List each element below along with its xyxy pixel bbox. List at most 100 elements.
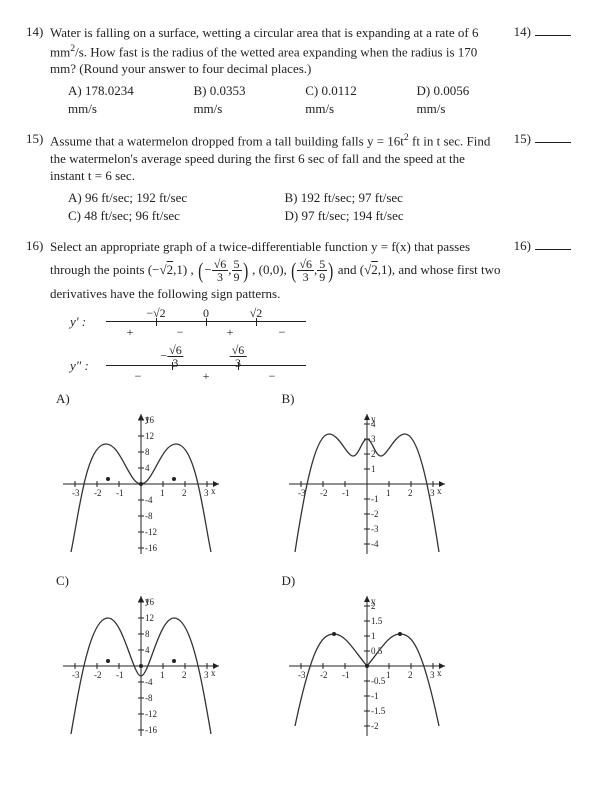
q16-mark-num: 16) <box>514 238 531 253</box>
svg-text:-1.5: -1.5 <box>371 706 386 716</box>
q15-mark: 15) <box>514 131 571 147</box>
svg-text:4: 4 <box>371 419 376 429</box>
svg-text:3: 3 <box>204 670 209 680</box>
svg-text:-8: -8 <box>145 511 153 521</box>
question-16: 16) Select an appropriate graph of a twi… <box>30 238 571 751</box>
q14-mark: 14) <box>514 24 571 40</box>
svg-text:3: 3 <box>371 434 376 444</box>
q16-pt2-y: 59 <box>232 258 242 283</box>
q14-choice-d: D) 0.0056 mm/s <box>417 82 502 117</box>
sign: − <box>135 369 142 384</box>
svg-text:8: 8 <box>145 447 150 457</box>
svg-text:-2: -2 <box>320 670 328 680</box>
ydprime-line: − −√63 + √63 − <box>106 365 306 366</box>
graph-c-label: C) <box>56 573 270 589</box>
svg-text:1: 1 <box>371 631 376 641</box>
answer-blank <box>535 35 571 36</box>
svg-text:3: 3 <box>430 670 435 680</box>
sign-row-ydprime: y" : − −√63 + √63 − <box>70 353 501 379</box>
graph-a-svg: y x 161284-4-8-12-16-3-2-1123 <box>56 409 226 559</box>
graph-a-label: A) <box>56 391 270 407</box>
q14-mark-num: 14) <box>514 24 531 39</box>
graph-b-svg: y x 4321-1-2-3-4-3-2-1123 <box>282 409 452 559</box>
sign-pattern-table: y' : + −√2 − 0 + √2 − y" : − −√63 + <box>70 309 501 379</box>
q16-body: Select an appropriate graph of a twice-d… <box>50 238 501 303</box>
ydprime-label: y" : <box>70 358 106 374</box>
graph-d: D) y x 21.510.5-0.5-1-1.5-2-3-2-1123 <box>276 569 502 751</box>
rbracket-icon: ) <box>243 256 248 286</box>
svg-text:1: 1 <box>160 670 165 680</box>
svg-text:x: x <box>437 668 442 678</box>
rbracket-icon: ) <box>328 256 333 286</box>
svg-text:-3: -3 <box>371 524 379 534</box>
q14-text-b: /s. How fast is the radius of the wetted… <box>50 44 477 77</box>
sign: + <box>127 325 134 340</box>
m1: −√2 <box>146 306 165 321</box>
svg-text:-3: -3 <box>72 488 80 498</box>
svg-text:2: 2 <box>371 601 376 611</box>
q16-text-d: and ( <box>338 262 364 277</box>
svg-text:16: 16 <box>145 415 155 425</box>
svg-text:1.5: 1.5 <box>371 616 383 626</box>
svg-text:-1: -1 <box>371 494 379 504</box>
yprime-label: y' : <box>70 314 106 330</box>
sign: − <box>177 325 184 340</box>
q14-body: Water is falling on a surface, wetting a… <box>50 24 501 117</box>
q14-choice-a: A) 178.0234 mm/s <box>68 82 165 117</box>
graph-c-svg: y x 161284-4-8-12-16-3-2-1123 <box>56 591 226 741</box>
svg-text:-4: -4 <box>371 539 379 549</box>
q15-choices: A) 96 ft/sec; 192 ft/sec B) 192 ft/sec; … <box>68 189 501 224</box>
q14-choice-c: C) 0.0112 mm/s <box>305 82 388 117</box>
q16-text-c: , (0,0), <box>252 262 287 277</box>
svg-text:-12: -12 <box>145 527 157 537</box>
graph-d-svg: y x 21.510.5-0.5-1-1.5-2-3-2-1123 <box>282 591 452 741</box>
q15-choice-b: B) 192 ft/sec; 97 ft/sec <box>285 189 502 207</box>
p2d: 9 <box>232 271 242 283</box>
svg-text:-1: -1 <box>116 670 124 680</box>
svg-text:-0.5: -0.5 <box>371 676 386 686</box>
q15-text-a: Assume that a watermelon dropped from a … <box>50 133 404 148</box>
svg-text:-2: -2 <box>94 488 102 498</box>
q15-choice-d: D) 97 ft/sec; 194 ft/sec <box>285 207 502 225</box>
svg-text:-4: -4 <box>145 495 153 505</box>
q15-body: Assume that a watermelon dropped from a … <box>50 131 501 224</box>
lbracket-icon: ( <box>198 256 203 286</box>
svg-text:-12: -12 <box>145 709 157 719</box>
lbracket-icon: ( <box>291 256 296 286</box>
q16-pt3-y: 59 <box>317 258 327 283</box>
q14-choice-b: B) 0.0353 mm/s <box>193 82 277 117</box>
sign: + <box>203 369 210 384</box>
svg-text:1: 1 <box>386 670 391 680</box>
svg-text:-16: -16 <box>145 725 157 735</box>
svg-text:12: 12 <box>145 613 154 623</box>
svg-text:x: x <box>437 486 442 496</box>
graph-d-label: D) <box>282 573 496 589</box>
p3b: 3 <box>297 271 314 283</box>
svg-text:-1: -1 <box>342 488 350 498</box>
m2: √63 <box>230 344 247 369</box>
svg-text:-1: -1 <box>371 691 379 701</box>
sign: − <box>269 369 276 384</box>
svg-text:-2: -2 <box>371 509 379 519</box>
svg-text:-8: -8 <box>145 693 153 703</box>
svg-text:4: 4 <box>145 463 150 473</box>
graph-c: C) y x 161284-4-8-12-16-3-2-1123 <box>50 569 276 751</box>
svg-text:-2: -2 <box>320 488 328 498</box>
svg-text:-1: -1 <box>342 670 350 680</box>
q15-mark-num: 15) <box>514 131 531 146</box>
svg-text:12: 12 <box>145 431 154 441</box>
sign: + <box>227 325 234 340</box>
question-14: 14) Water is falling on a surface, wetti… <box>30 24 571 117</box>
svg-text:-3: -3 <box>298 670 306 680</box>
svg-text:3: 3 <box>204 488 209 498</box>
q16-text-b: ,1) , <box>173 262 194 277</box>
q15-choice-c: C) 48 ft/sec; 96 ft/sec <box>68 207 285 225</box>
svg-text:8: 8 <box>145 629 150 639</box>
svg-text:2: 2 <box>408 488 413 498</box>
m3: √2 <box>250 306 263 321</box>
m1: −√63 <box>160 344 183 369</box>
svg-text:2: 2 <box>182 488 187 498</box>
yprime-line: + −√2 − 0 + √2 − <box>106 321 306 322</box>
answer-blank <box>535 142 571 143</box>
sign-row-yprime: y' : + −√2 − 0 + √2 − <box>70 309 501 335</box>
